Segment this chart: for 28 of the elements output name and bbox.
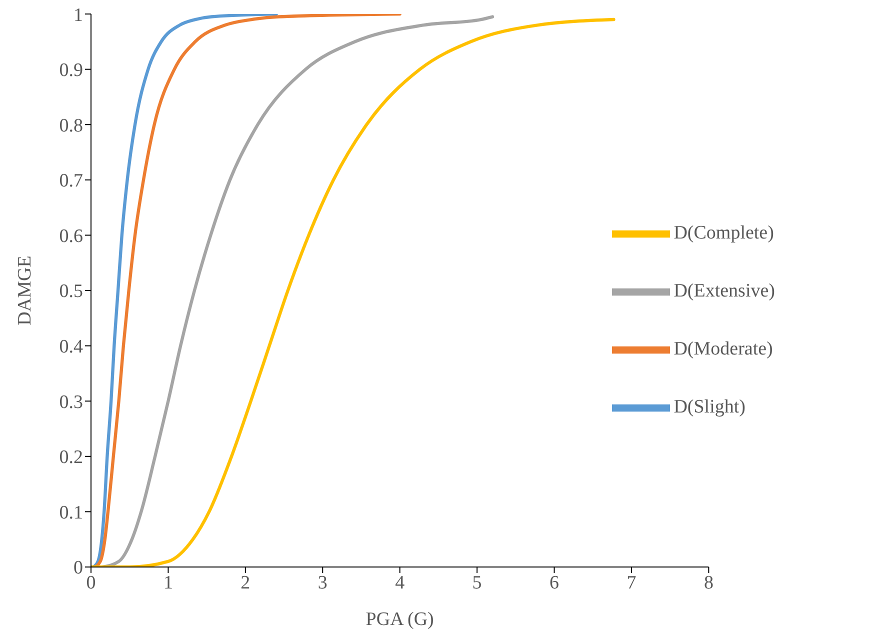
x-tick-label: 6 [550,572,560,594]
y-tick-label: 0.2 [59,447,83,468]
y-tick-label: 0.3 [59,392,83,413]
legend-label: D(Extensive) [674,280,775,301]
y-tick-label: 0.4 [59,336,84,358]
legend-label: D(Moderate) [674,338,773,359]
legend-label: D(Complete) [674,222,774,243]
y-tick-label: 0.6 [59,226,83,247]
y-tick-label: 0 [74,558,83,579]
y-tick-label: 0.5 [59,281,83,302]
line-series [100,15,494,567]
y-axis-title: DAMGE [14,256,36,326]
line-series [93,14,402,567]
x-tick-label: 8 [704,572,714,594]
line-series [91,18,616,567]
y-tick-label: 1 [74,4,83,26]
x-tick-label: 2 [240,572,250,594]
x-tick-label: 3 [318,572,328,594]
x-axis-title: PGA (G) [366,609,434,630]
y-tick-label: 0.8 [59,115,83,136]
y-tick-label: 0.7 [59,170,83,192]
x-tick-label: 1 [163,572,173,594]
x-tick-label: 7 [626,572,636,594]
y-tick-label: 0.9 [59,60,83,82]
y-tick-label: 0.1 [59,502,83,524]
x-tick-label: 5 [472,572,482,594]
legend-label: D(Slight) [674,396,746,417]
x-tick-label: 4 [395,572,406,594]
